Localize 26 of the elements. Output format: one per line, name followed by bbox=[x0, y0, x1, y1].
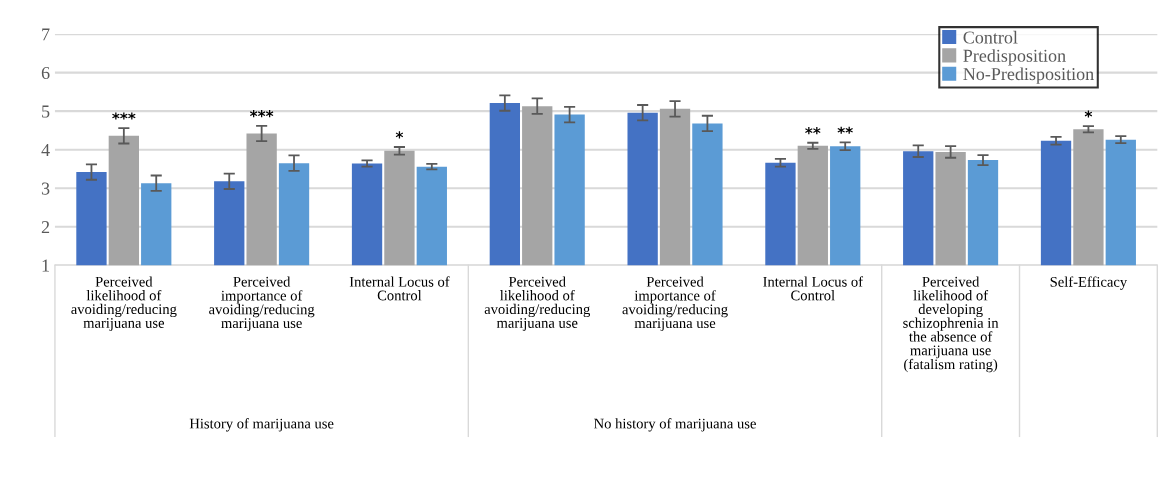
x-tick-label: Perceived likelihood of avoiding/reducing marijuana use bbox=[71, 276, 177, 331]
text: No history of marijuana use bbox=[594, 418, 756, 432]
x-tick-label: Self-Efficacy bbox=[1050, 276, 1128, 290]
data-label: * bbox=[1084, 110, 1093, 118]
legend-label: Predisposition bbox=[963, 49, 1066, 66]
y-tick-label: 4 bbox=[41, 144, 50, 156]
x-tick-label: Perceived importance of avoiding/reducing marijuana use bbox=[622, 276, 728, 331]
x-tick-label: Internal Locus of Control bbox=[763, 276, 864, 301]
y-tick-label: 1 bbox=[42, 259, 49, 272]
y-tick-label: 2 bbox=[41, 221, 50, 234]
y-tick-label: 7 bbox=[42, 28, 50, 41]
x-tick-label: Perceived importance of avoiding/reducing marijuana use bbox=[209, 276, 315, 331]
data-label: * bbox=[395, 131, 404, 139]
legend-label: Control bbox=[963, 30, 1018, 44]
data-label: *** bbox=[249, 110, 274, 118]
x-tick-label: Perceived likelihood of avoiding/reducing marijuana use bbox=[484, 276, 590, 331]
data-label: *** bbox=[112, 112, 136, 120]
text: History of marijuana use bbox=[189, 418, 334, 432]
data-label: ** bbox=[805, 127, 821, 135]
x-tick-label: Perceived likelihood of developing schizophrenia in the absence of marijuana use (fatalism rating) bbox=[903, 276, 999, 373]
legend-label: No-Predisposition bbox=[963, 67, 1094, 84]
x-tick-label: Internal Locus of Control bbox=[349, 276, 450, 301]
y-tick-label: 3 bbox=[41, 182, 50, 195]
y-tick-label: 5 bbox=[42, 105, 50, 118]
y-tick-label: 6 bbox=[41, 66, 50, 80]
data-label: ** bbox=[837, 126, 853, 134]
